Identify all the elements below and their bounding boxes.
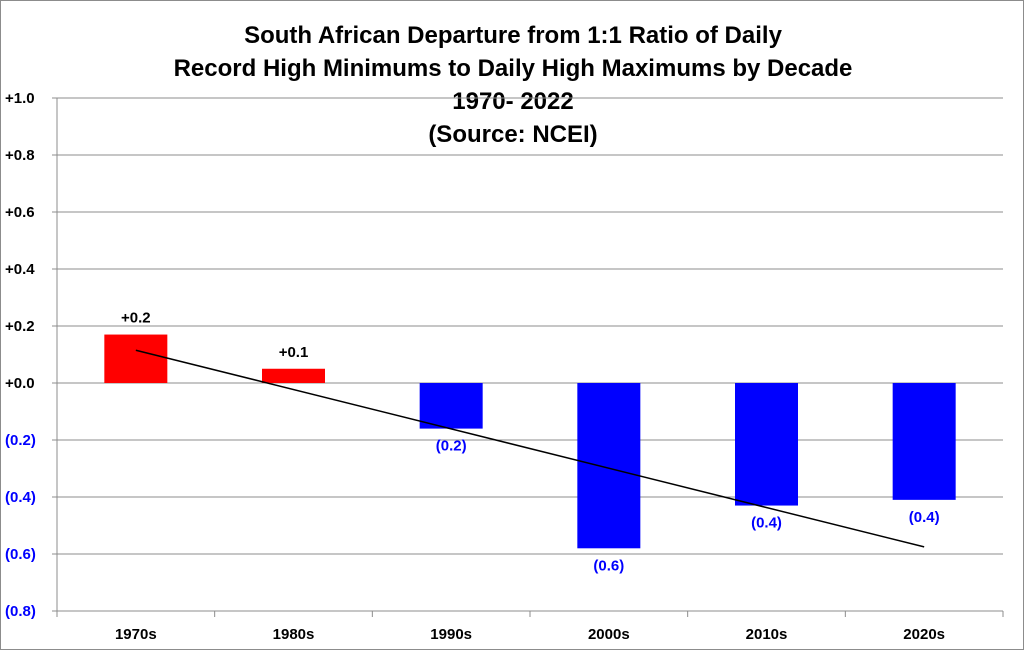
bar [577, 383, 641, 549]
x-tick-label: 1970s [115, 626, 157, 643]
chart-title-line-2: Record High Minimums to Daily High Maxim… [173, 55, 853, 82]
y-tick-label: +0.0 [5, 375, 35, 392]
data-label: (0.4) [909, 509, 940, 526]
data-label: (0.2) [436, 438, 467, 455]
bar [262, 368, 325, 383]
bar [419, 383, 483, 429]
chart-title-line-3: 1970- 2022 [452, 88, 574, 115]
y-tick-label: +0.8 [5, 147, 35, 164]
x-tick-label: 2000s [588, 626, 630, 643]
y-tick-label: +0.4 [5, 261, 35, 278]
x-tick-label: 2010s [746, 626, 788, 643]
bar [892, 383, 956, 500]
y-tick-label: (0.2) [5, 432, 36, 449]
data-label: (0.6) [593, 557, 624, 574]
y-tick-label: +0.6 [5, 204, 35, 221]
y-tick-label: +0.2 [5, 318, 35, 335]
data-label: +0.2 [121, 310, 151, 327]
data-label: (0.4) [751, 515, 782, 532]
data-label: +0.1 [279, 344, 309, 361]
bar [104, 334, 168, 383]
chart-title-line-4: (Source: NCEI) [428, 121, 598, 148]
x-tick-label: 1980s [273, 626, 315, 643]
x-tick-label: 1990s [430, 626, 472, 643]
x-tick-label: 2020s [903, 626, 945, 643]
y-tick-label: (0.4) [5, 489, 36, 506]
chart-title: South African Departure from 1:1 Ratio o… [1, 19, 1024, 151]
chart-title-line-1: South African Departure from 1:1 Ratio o… [244, 22, 782, 49]
y-tick-label: (0.8) [5, 603, 36, 620]
y-tick-label: +1.0 [5, 90, 35, 107]
bar [735, 383, 798, 506]
y-tick-label: (0.6) [5, 546, 36, 563]
trend-line [135, 349, 925, 548]
